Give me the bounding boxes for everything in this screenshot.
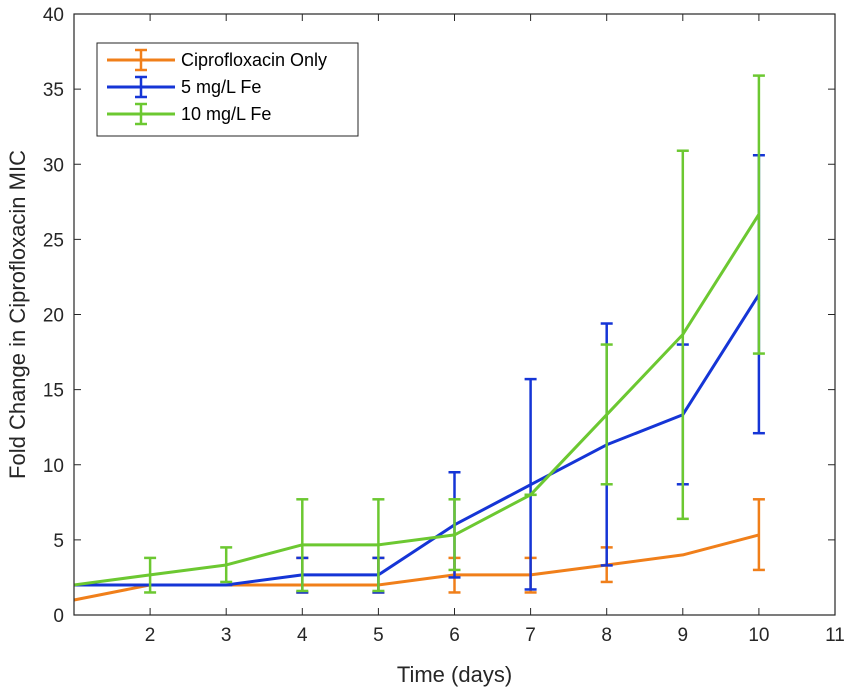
y-tick-label: 10 [43,456,64,477]
x-tick-label: 2 [145,625,156,646]
series-layer [73,74,765,602]
legend-item: Ciprofloxacin Only [107,48,327,72]
y-tick-label: 15 [43,381,64,402]
x-tick-label: 8 [601,625,612,646]
error-bar [220,546,233,584]
legend: Ciprofloxacin Only 5 mg/L Fe 10 mg/L Fe [96,42,359,137]
x-tick-label: 11 [825,625,845,646]
x-tick-label: 9 [678,625,689,646]
y-tick-label: 5 [53,531,64,552]
error-bar [296,498,309,593]
y-axis: 0 5 10 15 20 25 30 35 40 [43,5,835,627]
series-line [74,293,761,587]
y-tick-label: 20 [43,306,64,327]
series-line [73,213,761,587]
error-bar [448,498,461,572]
legend-label: Ciprofloxacin Only [181,50,327,70]
x-tick-label: 4 [297,625,308,646]
y-tick-label: 25 [43,230,64,251]
y-tick-label: 30 [43,155,64,176]
error-bar [524,377,537,591]
legend-label: 5 mg/L Fe [181,77,261,97]
error-bar [600,343,613,486]
error-bar [676,149,689,521]
legend-item: 10 mg/L Fe [107,102,271,126]
error-bar [752,498,765,572]
legend-item: 5 mg/L Fe [107,75,261,99]
y-tick-label: 0 [53,606,64,627]
y-tick-label: 40 [43,5,64,26]
error-bar [372,498,385,593]
legend-label: 10 mg/L Fe [181,104,271,124]
x-tick-label: 5 [373,625,384,646]
series-3 [73,74,765,594]
y-axis-title: Fold Change in Ciprofloxacin MIC [5,150,30,479]
x-axis-title: Time (days) [397,662,512,687]
x-tick-label: 10 [748,625,769,646]
x-tick-label: 6 [449,625,460,646]
error-bar [752,74,765,355]
y-tick-label: 35 [43,80,64,101]
x-tick-label: 7 [525,625,536,646]
x-tick-label: 3 [221,625,232,646]
x-axis: 2 3 4 5 6 7 8 9 10 11 [145,14,845,646]
error-bar [144,556,157,594]
